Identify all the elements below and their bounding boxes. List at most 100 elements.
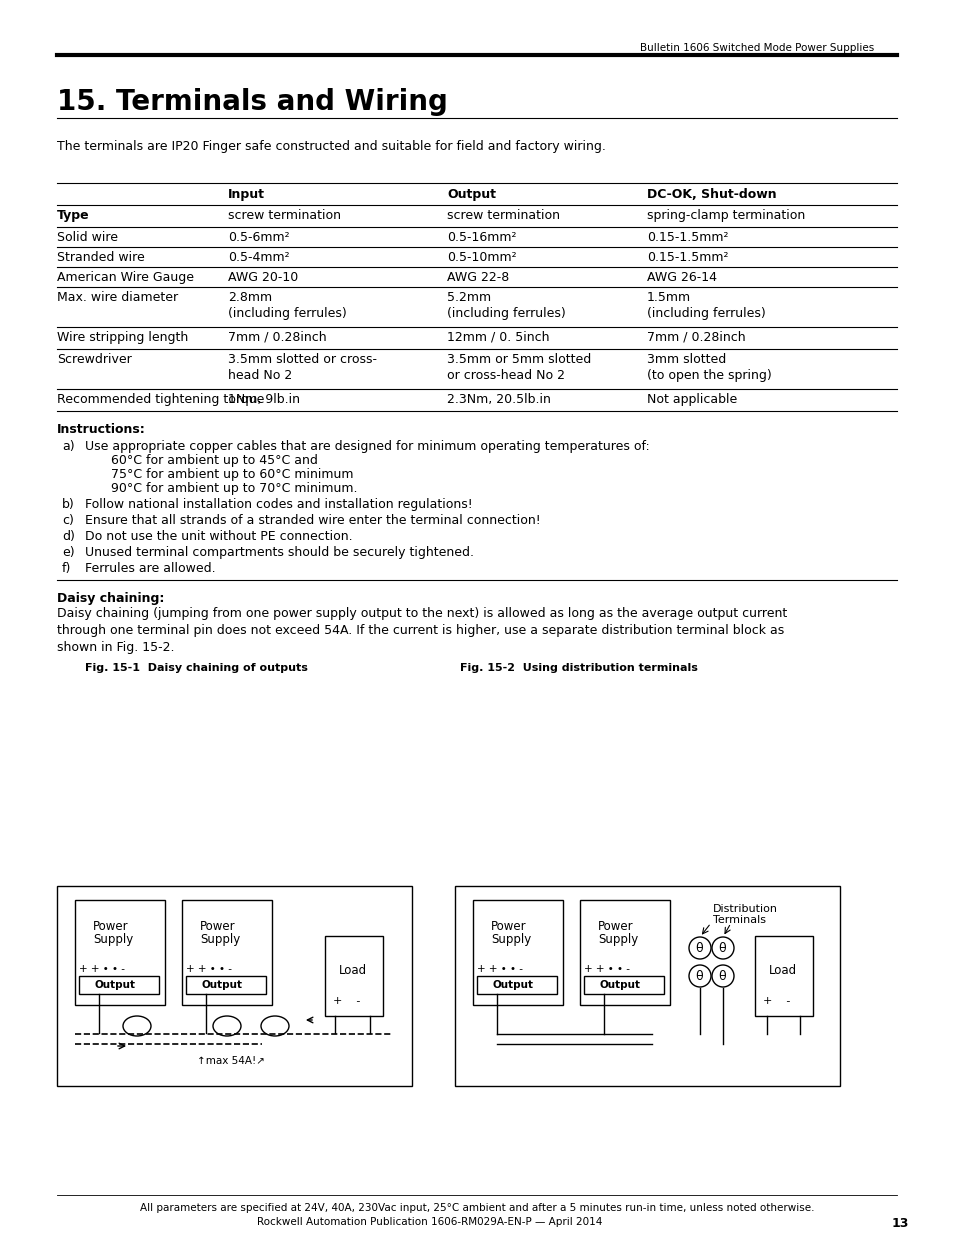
Bar [754, 936, 812, 1016]
Text: Rockwell Automation Publication 1606-RM029A-EN-P — April 2014: Rockwell Automation Publication 1606-RM0… [257, 1216, 602, 1228]
Text: Follow national installation codes and installation regulations!: Follow national installation codes and i… [85, 498, 473, 511]
Text: Supply: Supply [92, 932, 133, 946]
Text: Daisy chaining:: Daisy chaining: [57, 592, 164, 605]
Text: Power: Power [491, 920, 526, 932]
Text: Power: Power [200, 920, 235, 932]
Text: 0.15-1.5mm²: 0.15-1.5mm² [646, 251, 728, 264]
Text: 1.5mm
(including ferrules): 1.5mm (including ferrules) [646, 291, 765, 320]
Text: Supply: Supply [598, 932, 638, 946]
Text: 0.5-6mm²: 0.5-6mm² [228, 231, 290, 245]
Text: 5.2mm
(including ferrules): 5.2mm (including ferrules) [447, 291, 565, 320]
Text: + + • • -: + + • • - [186, 965, 232, 974]
Bar [79, 976, 159, 994]
Text: Output: Output [95, 981, 136, 990]
Text: 0.5-10mm²: 0.5-10mm² [447, 251, 517, 264]
Text: Power: Power [92, 920, 129, 932]
Text: Recommended tightening torque: Recommended tightening torque [57, 393, 264, 406]
Text: + + • • -: + + • • - [476, 965, 522, 974]
Text: + + • • -: + + • • - [583, 965, 629, 974]
Text: AWG 22-8: AWG 22-8 [447, 270, 509, 284]
Text: θ: θ [718, 969, 725, 983]
Text: 3mm slotted
(to open the spring): 3mm slotted (to open the spring) [646, 353, 771, 382]
Text: θ: θ [718, 942, 725, 955]
Text: Not applicable: Not applicable [646, 393, 737, 406]
Text: Unused terminal compartments should be securely tightened.: Unused terminal compartments should be s… [85, 546, 474, 559]
Text: 7mm / 0.28inch: 7mm / 0.28inch [228, 331, 326, 345]
Text: 15. Terminals and Wiring: 15. Terminals and Wiring [57, 88, 447, 116]
Ellipse shape [261, 1016, 289, 1036]
Text: screw termination: screw termination [447, 209, 559, 222]
Text: 12mm / 0. 5inch: 12mm / 0. 5inch [447, 331, 549, 345]
Bar [473, 900, 562, 1005]
Text: Ensure that all strands of a stranded wire enter the terminal connection!: Ensure that all strands of a stranded wi… [85, 514, 540, 527]
Text: Output: Output [599, 981, 640, 990]
Text: b): b) [62, 498, 74, 511]
Text: Daisy chaining (jumping from one power supply output to the next) is allowed as : Daisy chaining (jumping from one power s… [57, 606, 786, 655]
Text: +    -: + - [762, 995, 789, 1007]
Text: Load: Load [338, 965, 367, 977]
Text: Solid wire: Solid wire [57, 231, 118, 245]
Text: Wire stripping length: Wire stripping length [57, 331, 188, 345]
Text: Distribution: Distribution [712, 904, 778, 914]
Bar [476, 976, 557, 994]
Text: Fig. 15-2  Using distribution terminals: Fig. 15-2 Using distribution terminals [459, 663, 698, 673]
Text: screw termination: screw termination [228, 209, 340, 222]
Bar [579, 900, 669, 1005]
Text: Output: Output [202, 981, 243, 990]
Bar [186, 976, 266, 994]
Text: 7mm / 0.28inch: 7mm / 0.28inch [646, 331, 745, 345]
Bar [583, 976, 663, 994]
Text: 2.3Nm, 20.5lb.in: 2.3Nm, 20.5lb.in [447, 393, 550, 406]
Text: Screwdriver: Screwdriver [57, 353, 132, 366]
Text: 3.5mm or 5mm slotted
or cross-head No 2: 3.5mm or 5mm slotted or cross-head No 2 [447, 353, 591, 382]
Text: Ferrules are allowed.: Ferrules are allowed. [85, 562, 215, 576]
Text: Output: Output [493, 981, 534, 990]
Bar [182, 900, 272, 1005]
Text: a): a) [62, 440, 74, 453]
Text: Output: Output [447, 188, 496, 201]
Text: American Wire Gauge: American Wire Gauge [57, 270, 193, 284]
Bar [75, 900, 165, 1005]
Text: Terminals: Terminals [712, 915, 765, 925]
Text: Max. wire diameter: Max. wire diameter [57, 291, 178, 304]
Text: Supply: Supply [200, 932, 240, 946]
Text: e): e) [62, 546, 74, 559]
Text: d): d) [62, 530, 74, 543]
Text: Bulletin 1606 Switched Mode Power Supplies: Bulletin 1606 Switched Mode Power Suppli… [639, 43, 873, 53]
Ellipse shape [123, 1016, 151, 1036]
Text: 13: 13 [890, 1216, 908, 1230]
Text: + + • • -: + + • • - [79, 965, 125, 974]
Text: Load: Load [768, 965, 797, 977]
Text: Instructions:: Instructions: [57, 424, 146, 436]
Text: Input: Input [228, 188, 265, 201]
Text: 60°C for ambient up to 45°C and: 60°C for ambient up to 45°C and [99, 454, 317, 467]
Text: ↑max 54A!↗: ↑max 54A!↗ [196, 1056, 265, 1066]
Text: Type: Type [57, 209, 90, 222]
Text: Stranded wire: Stranded wire [57, 251, 145, 264]
Text: spring-clamp termination: spring-clamp termination [646, 209, 804, 222]
Text: 0.15-1.5mm²: 0.15-1.5mm² [646, 231, 728, 245]
Bar [325, 936, 382, 1016]
Text: 0.5-4mm²: 0.5-4mm² [228, 251, 290, 264]
Text: 3.5mm slotted or cross-
head No 2: 3.5mm slotted or cross- head No 2 [228, 353, 376, 382]
Text: 75°C for ambient up to 60°C minimum: 75°C for ambient up to 60°C minimum [99, 468, 354, 480]
Text: 2.8mm
(including ferrules): 2.8mm (including ferrules) [228, 291, 346, 320]
Text: Supply: Supply [491, 932, 531, 946]
Text: All parameters are specified at 24V, 40A, 230Vac input, 25°C ambient and after a: All parameters are specified at 24V, 40A… [139, 1203, 814, 1213]
Text: 90°C for ambient up to 70°C minimum.: 90°C for ambient up to 70°C minimum. [99, 482, 357, 495]
Bar [57, 885, 412, 1086]
Text: θ: θ [695, 942, 702, 955]
Text: The terminals are IP20 Finger safe constructed and suitable for field and factor: The terminals are IP20 Finger safe const… [57, 140, 605, 153]
Text: 0.5-16mm²: 0.5-16mm² [447, 231, 516, 245]
Text: AWG 26-14: AWG 26-14 [646, 270, 717, 284]
Text: +    -: + - [333, 995, 360, 1007]
Text: c): c) [62, 514, 73, 527]
Text: Do not use the unit without PE connection.: Do not use the unit without PE connectio… [85, 530, 353, 543]
Ellipse shape [213, 1016, 241, 1036]
Text: θ: θ [695, 969, 702, 983]
Text: f): f) [62, 562, 71, 576]
Text: Use appropriate copper cables that are designed for minimum operating temperatur: Use appropriate copper cables that are d… [85, 440, 649, 453]
Text: AWG 20-10: AWG 20-10 [228, 270, 298, 284]
Text: Fig. 15-1  Daisy chaining of outputs: Fig. 15-1 Daisy chaining of outputs [85, 663, 308, 673]
Text: DC-OK, Shut-down: DC-OK, Shut-down [646, 188, 776, 201]
